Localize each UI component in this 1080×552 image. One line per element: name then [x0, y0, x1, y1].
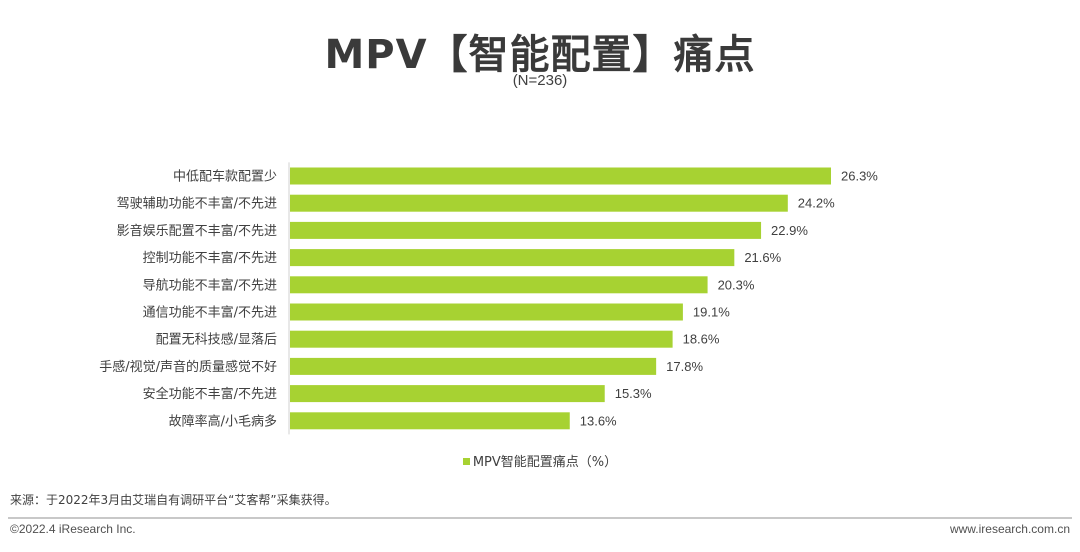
- data-label: 19.1%: [693, 305, 730, 320]
- data-label: 24.2%: [798, 196, 835, 211]
- category-label: 通信功能不丰富/不先进: [143, 305, 277, 321]
- data-label: 15.3%: [615, 386, 652, 401]
- category-label: 配置无科技感/显落后: [156, 332, 277, 348]
- bar: [290, 276, 708, 294]
- category-label: 中低配车款配置少: [173, 169, 277, 185]
- bar: [290, 249, 735, 267]
- category-label: 导航功能不丰富/不先进: [143, 277, 277, 293]
- bar: [290, 330, 673, 348]
- category-label: 驾驶辅助功能不丰富/不先进: [117, 196, 277, 212]
- category-label: 故障率高/小毛病多: [169, 413, 277, 429]
- bar: [290, 412, 570, 430]
- legend-label: MPV智能配置痛点（%）: [472, 455, 618, 470]
- bar: [290, 194, 788, 212]
- bar: [290, 167, 831, 185]
- bar: [290, 303, 683, 321]
- bar: [290, 357, 657, 375]
- data-label: 20.3%: [718, 277, 755, 292]
- data-label: 21.6%: [744, 250, 781, 265]
- copyright-text: ©2022.4 iResearch Inc.: [10, 522, 136, 536]
- category-label: 安全功能不丰富/不先进: [143, 386, 277, 402]
- category-label: 手感/视觉/声音的质量感觉不好: [99, 359, 277, 375]
- data-label: 13.6%: [580, 413, 617, 428]
- chart-legend: MPV智能配置痛点（%）: [0, 451, 1080, 470]
- data-label: 26.3%: [841, 169, 878, 184]
- chart-subtitle: (N=236): [512, 72, 568, 89]
- category-label: 控制功能不丰富/不先进: [143, 250, 277, 266]
- bar: [290, 385, 605, 403]
- website-text: www.iresearch.com.cn: [949, 522, 1070, 536]
- footer-divider: [8, 517, 1072, 519]
- source-note: 来源：于2022年3月由艾瑞自有调研平台“艾客帮”采集获得。: [10, 493, 337, 507]
- legend-swatch: [462, 458, 470, 465]
- category-label: 影音娱乐配置不丰富/不先进: [117, 223, 277, 239]
- data-label: 18.6%: [683, 332, 720, 347]
- bar: [290, 221, 762, 239]
- data-label: 22.9%: [771, 223, 808, 238]
- chart-title: MPV【智能配置】痛点: [324, 32, 756, 78]
- data-label: 17.8%: [666, 359, 703, 374]
